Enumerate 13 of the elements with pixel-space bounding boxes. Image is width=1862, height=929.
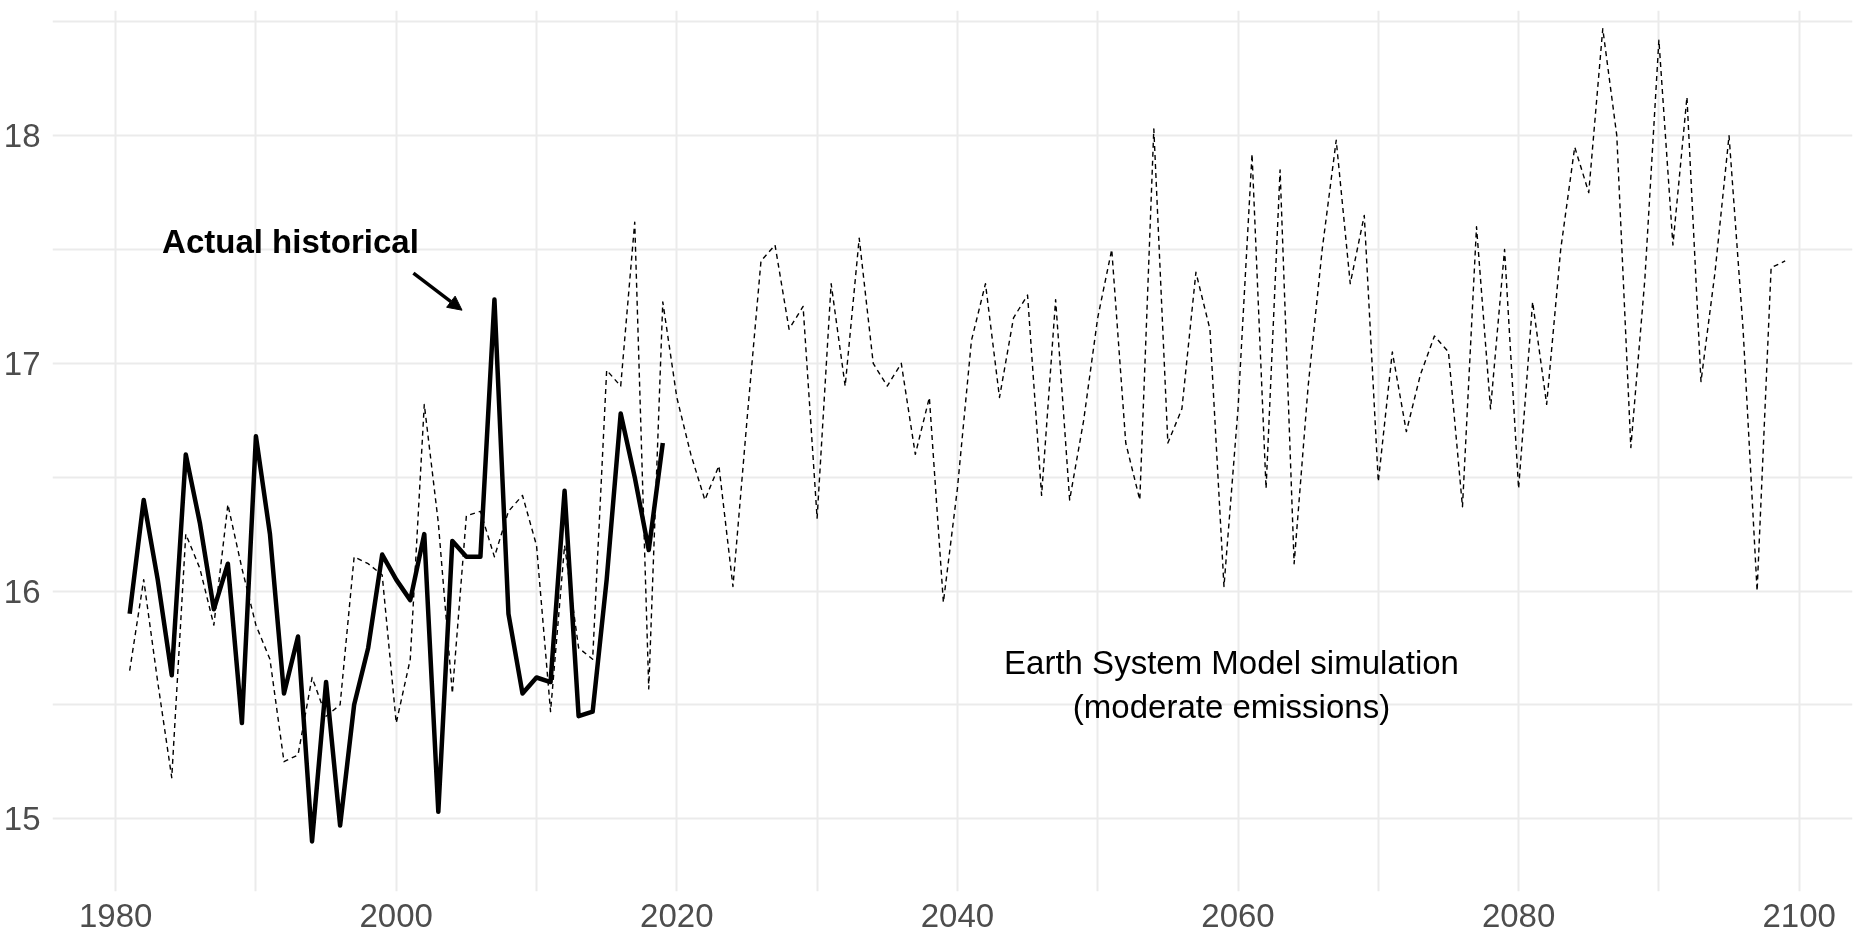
text: Actual historical <box>162 222 419 260</box>
y-tick-label: 16 <box>3 572 41 610</box>
text: Earth System Model simulation (moderate emissions) <box>1004 643 1459 726</box>
x-tick-label: 2100 <box>1762 896 1836 929</box>
x-tick-label: 2020 <box>640 896 714 929</box>
y-tick-label: 17 <box>3 344 41 382</box>
x-tick-label: 2080 <box>1481 896 1556 929</box>
x-tick-label: 2040 <box>920 896 995 929</box>
x-tick-label: 2000 <box>359 896 433 929</box>
x-tick-label: 1980 <box>78 896 153 929</box>
x-tick-label: 2060 <box>1201 896 1275 929</box>
y-tick-label: 15 <box>3 800 41 838</box>
y-tick-label: 18 <box>3 117 41 155</box>
